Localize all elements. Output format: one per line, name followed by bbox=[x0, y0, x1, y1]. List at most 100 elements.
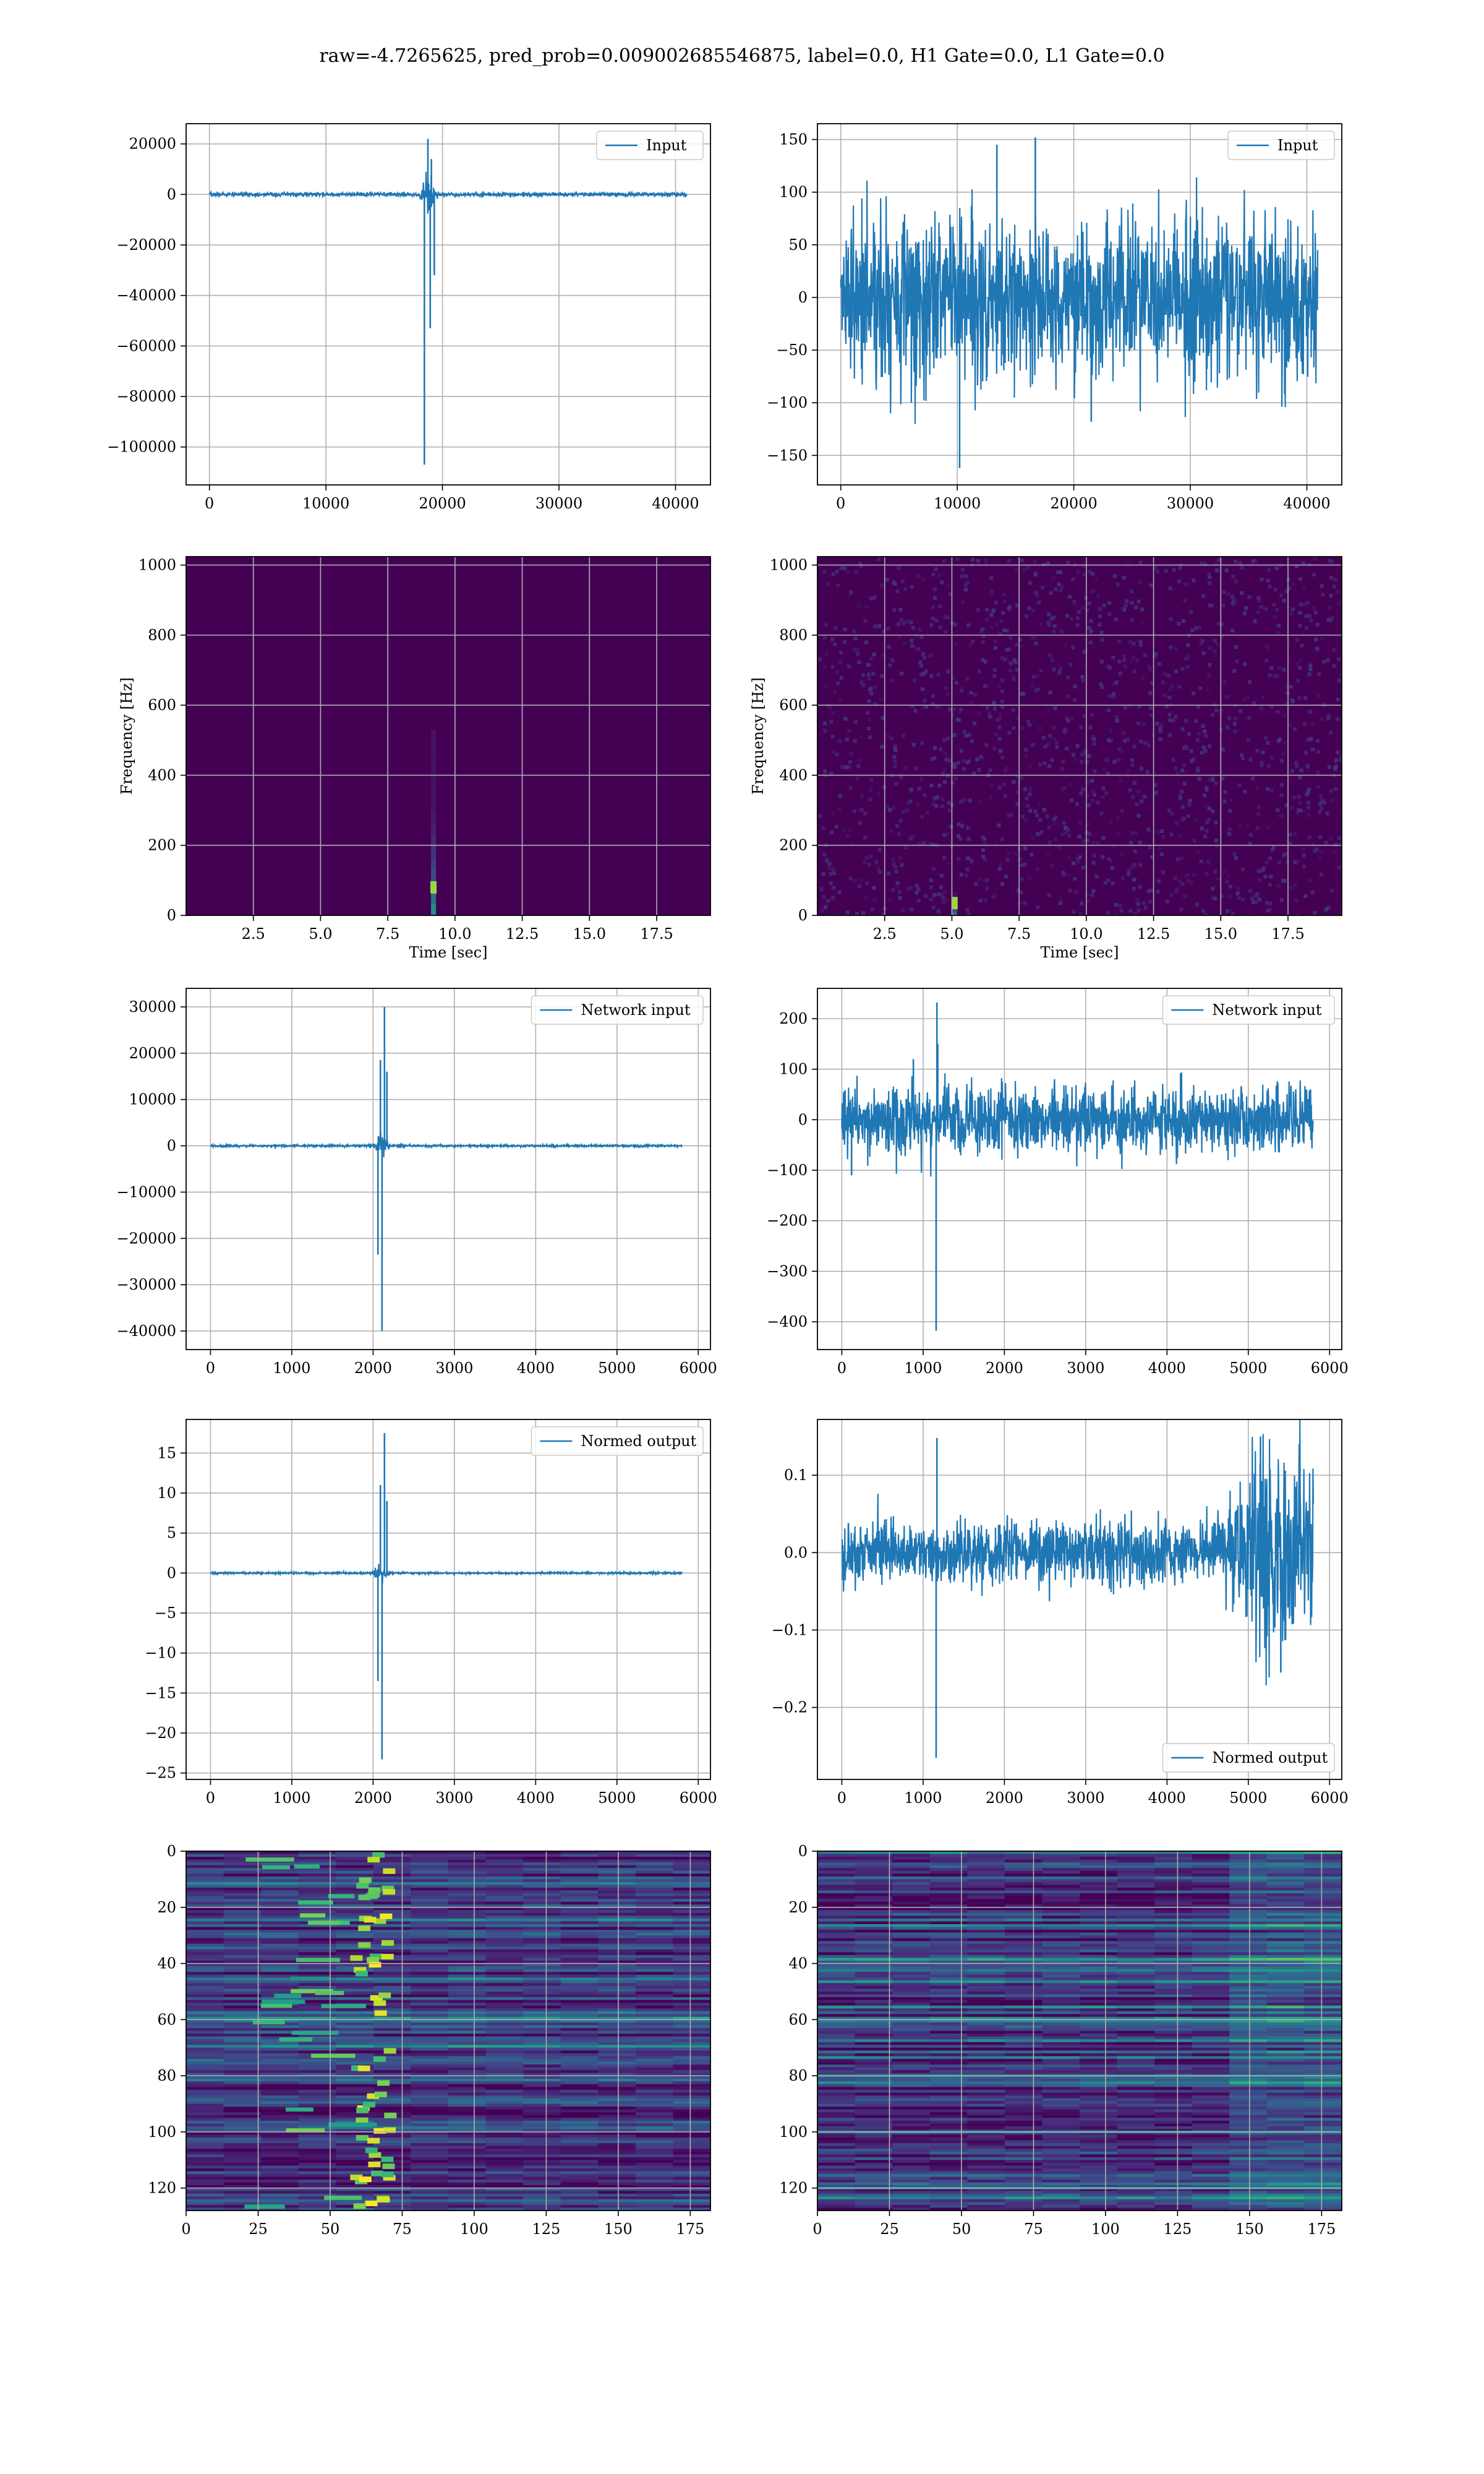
grid bbox=[186, 124, 710, 485]
x-tick-label: 1000 bbox=[904, 1789, 942, 1807]
y-tick-label: 0 bbox=[798, 289, 808, 306]
y-tick-label: −100 bbox=[767, 394, 808, 411]
y-tick-label: 120 bbox=[148, 2180, 176, 2197]
y-tick-label: −40000 bbox=[117, 287, 176, 304]
x-tick-label: 125 bbox=[532, 2220, 561, 2238]
y-axis-label: Frequency [Hz] bbox=[118, 677, 135, 795]
y-tick-label: 200 bbox=[148, 837, 176, 854]
x-tick-label: 2000 bbox=[986, 1789, 1023, 1807]
legend: Input bbox=[1227, 131, 1335, 160]
x-tick-label: 20000 bbox=[419, 495, 466, 512]
y-tick-label: 120 bbox=[779, 2180, 808, 2197]
x-tick-label: 3000 bbox=[435, 1359, 473, 1377]
x-tick-label: 0 bbox=[837, 1359, 846, 1377]
x-tick-label: 5000 bbox=[598, 1359, 636, 1377]
x-tick-label: 10000 bbox=[934, 495, 981, 512]
y-tick-label: −50 bbox=[776, 341, 808, 359]
x-tick-label: 5000 bbox=[1229, 1789, 1267, 1807]
x-tick-label: 40000 bbox=[1283, 495, 1330, 512]
y-tick-label: −20000 bbox=[117, 236, 176, 254]
x-tick-label: 50 bbox=[952, 2220, 971, 2238]
grid bbox=[817, 557, 1342, 916]
panels: 0 10000 20000 30000 40000−100000−80000−60000… bbox=[107, 123, 1349, 2238]
x-tick-label: 2.5 bbox=[873, 925, 897, 943]
x-tick-label: 3000 bbox=[1067, 1789, 1104, 1807]
panel-network-input-h1: 0 1000 2000 3000 4000 5000 6000 −40000 −30000 −20… bbox=[117, 988, 717, 1377]
series-input-l1 bbox=[840, 137, 1319, 468]
y-tick-label: 200 bbox=[779, 1010, 808, 1027]
legend-box bbox=[1227, 131, 1335, 160]
series-line bbox=[841, 1072, 1314, 1177]
y-tick-label: 20000 bbox=[129, 1045, 176, 1062]
axes-frame bbox=[186, 1419, 711, 1780]
axes-frame bbox=[186, 1851, 711, 2211]
grid bbox=[817, 1851, 1342, 2211]
x-tick-label: 0 bbox=[206, 1359, 215, 1377]
legend: Network input bbox=[531, 995, 704, 1025]
x-tick-label: 1000 bbox=[273, 1789, 310, 1807]
y-tick-label: 0 bbox=[167, 907, 176, 924]
x-tick-label: 1000 bbox=[273, 1359, 310, 1377]
y-tick-label: −300 bbox=[767, 1262, 808, 1280]
legend-box bbox=[1162, 1743, 1335, 1773]
legend-label: Input bbox=[646, 137, 687, 154]
x-tick-label: 7.5 bbox=[376, 925, 399, 943]
x-tick-label: 4000 bbox=[517, 1359, 555, 1377]
x-tick-label: 25 bbox=[249, 2220, 268, 2238]
series-normed-output-h1 bbox=[210, 1432, 683, 1760]
legend-label: Input bbox=[1277, 137, 1318, 154]
legend-label: Normed output bbox=[1212, 1749, 1328, 1766]
y-tick-label: 0.0 bbox=[784, 1544, 808, 1561]
x-tick-label: 2000 bbox=[354, 1789, 392, 1807]
axes-frame bbox=[817, 1851, 1342, 2211]
y-tick-label: −100000 bbox=[107, 439, 176, 456]
x-tick-label: 6000 bbox=[1311, 1359, 1349, 1377]
legend: Input bbox=[596, 131, 704, 160]
y-tick-label: −25 bbox=[145, 1765, 176, 1782]
x-tick-label: 75 bbox=[393, 2220, 412, 2238]
x-tick-label: 10.0 bbox=[1070, 925, 1102, 943]
x-tick-label: 0 bbox=[836, 495, 845, 512]
panel-spec-l1: 2.5 5.0 7.5 10.0 12.5 15.0 17.5 0 200 400 600 800 10… bbox=[749, 556, 1342, 961]
y-tick-label: −150 bbox=[767, 447, 808, 464]
x-tick-label: 10000 bbox=[302, 495, 349, 512]
y-tick-label: 50 bbox=[788, 236, 808, 254]
y-tick-label: 200 bbox=[779, 837, 808, 854]
x-tick-label: 20000 bbox=[1050, 495, 1097, 512]
x-tick-label: 17.5 bbox=[640, 925, 673, 943]
y-tick-label: −5 bbox=[155, 1604, 176, 1622]
y-tick-label: 80 bbox=[788, 2067, 808, 2084]
series-line bbox=[210, 1564, 683, 1585]
y-tick-label: 0 bbox=[798, 907, 808, 924]
ticks: 2.5 5.0 7.5 10.0 12.5 15.0 17.5 0 200 400 600 800 10… bbox=[770, 557, 1305, 943]
x-tick-label: 75 bbox=[1024, 2220, 1043, 2238]
series-network-input-h1 bbox=[210, 1006, 683, 1332]
legend: Network input bbox=[1162, 995, 1335, 1025]
x-tick-label: 4000 bbox=[517, 1789, 555, 1807]
x-tick-label: 40000 bbox=[652, 495, 699, 512]
x-tick-label: 5.0 bbox=[309, 925, 332, 943]
axes-frame bbox=[817, 123, 1342, 486]
x-tick-label: 150 bbox=[604, 2220, 633, 2238]
y-tick-label: −10 bbox=[145, 1645, 176, 1662]
y-tick-label: 0 bbox=[798, 1111, 808, 1128]
y-tick-label: 20 bbox=[788, 1899, 808, 1916]
x-axis-label: Time [sec] bbox=[409, 944, 488, 961]
y-tick-label: 800 bbox=[148, 627, 176, 644]
x-tick-label: 6000 bbox=[680, 1789, 717, 1807]
y-tick-label: −20 bbox=[145, 1724, 176, 1742]
y-tick-label: −100 bbox=[767, 1162, 808, 1179]
y-tick-label: 400 bbox=[148, 766, 176, 784]
y-tick-label: 0 bbox=[798, 1843, 808, 1860]
axes-frame bbox=[186, 556, 711, 916]
x-tick-label: 4000 bbox=[1148, 1789, 1186, 1807]
x-tick-label: 125 bbox=[1164, 2220, 1192, 2238]
legend: Normed output bbox=[531, 1426, 704, 1456]
x-tick-label: 15.0 bbox=[573, 925, 606, 943]
x-tick-label: 0 bbox=[206, 1789, 215, 1807]
y-tick-label: 0 bbox=[167, 186, 176, 203]
heatmap-cells bbox=[817, 1851, 1342, 2211]
y-tick-label: 1000 bbox=[139, 557, 176, 574]
series-line bbox=[841, 1419, 1315, 1685]
